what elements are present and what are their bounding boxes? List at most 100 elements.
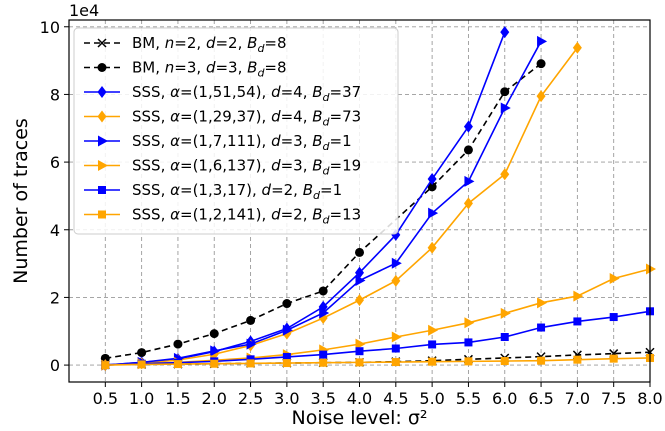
x-tick-label: 5.0 (419, 389, 444, 408)
legend-label: SSS, α=(1,2,141), d=2, Bd=13 (132, 206, 361, 227)
circle-marker (282, 299, 292, 309)
square-marker (464, 338, 473, 347)
triangle-marker (646, 263, 656, 275)
x-tick-label: 7.5 (601, 389, 626, 408)
square-marker (319, 350, 328, 359)
diamond-marker (463, 120, 473, 133)
triangle-marker (391, 257, 402, 269)
square-marker (173, 360, 182, 369)
square-marker (391, 358, 400, 367)
square-marker (246, 359, 255, 368)
y-tick-label: 2 (50, 288, 60, 307)
legend-box (73, 27, 399, 235)
triangle-marker (500, 102, 511, 114)
square-marker (500, 357, 509, 366)
triangle-marker (537, 297, 548, 309)
series-6 (101, 263, 656, 371)
square-marker (319, 358, 328, 367)
legend-label: BM, n=3, d=3, Bd=8 (132, 59, 287, 80)
square-marker (464, 357, 473, 366)
circle-marker (318, 286, 328, 296)
square-marker (573, 355, 582, 364)
triangle-marker (464, 175, 475, 187)
y-tick-label: 4 (50, 221, 60, 240)
square-marker (573, 317, 582, 326)
square-marker (98, 186, 106, 194)
square-marker (101, 361, 110, 370)
y-tick-label: 8 (50, 85, 60, 104)
triangle-marker (355, 275, 366, 287)
circle-marker (246, 315, 256, 325)
circle-marker (137, 348, 147, 358)
legend-entry: SSS, α=(1,6,137), d=3, Bd=19 (84, 157, 361, 178)
circle-marker (500, 87, 510, 97)
square-marker (137, 360, 146, 369)
square-marker (537, 323, 546, 332)
triangle-marker (98, 160, 108, 171)
legend-entry: SSS, α=(1,51,54), d=4, Bd=37 (84, 83, 361, 104)
circle-marker (173, 339, 183, 349)
diamond-marker (391, 274, 401, 287)
series-line (105, 357, 651, 366)
series-line (105, 47, 579, 366)
diamond-marker (463, 197, 473, 210)
x-tick-label: 5.5 (456, 389, 481, 408)
legend-label: SSS, α=(1,6,137), d=3, Bd=19 (132, 157, 361, 178)
series-line (105, 63, 542, 360)
triangle-marker (428, 207, 439, 219)
legend-entry: SSS, α=(1,29,37), d=4, Bd=73 (84, 108, 361, 129)
x-tick-label: 3.0 (274, 389, 299, 408)
triangle-marker (246, 338, 257, 350)
square-marker (282, 352, 291, 361)
y-axis-multiplier: 1e4 (69, 1, 99, 20)
square-marker (609, 354, 618, 363)
diamond-marker (427, 241, 437, 254)
x-tick-label: 7.0 (565, 389, 590, 408)
legend-entry: BM, n=3, d=3, Bd=8 (84, 59, 287, 80)
x-tick-label: 8.0 (637, 389, 662, 408)
triangle-marker (319, 307, 330, 319)
square-marker (210, 359, 219, 368)
x-tick-label: 4.0 (347, 389, 372, 408)
diamond-marker (427, 173, 437, 186)
diamond-marker (500, 26, 510, 39)
square-marker (282, 359, 291, 368)
y-tick-label: 10 (40, 18, 60, 37)
triangle-marker (210, 345, 221, 357)
circle-marker (209, 329, 219, 339)
circle-marker (536, 59, 546, 69)
square-marker (391, 344, 400, 353)
x-marker (97, 38, 107, 48)
diamond-marker (355, 266, 364, 279)
x-tick-label: 6.5 (528, 389, 553, 408)
y-axis-label: Number of traces (10, 118, 32, 284)
triangle-marker (428, 324, 439, 336)
x-tick-label: 0.5 (93, 389, 118, 408)
diamond-marker (500, 168, 510, 181)
y-tick-label: 6 (50, 153, 60, 172)
series-2 (100, 59, 546, 363)
series-line (105, 268, 651, 366)
x-tick-label: 2.0 (202, 389, 227, 408)
circle-marker (427, 182, 437, 192)
triangle-marker (391, 331, 402, 343)
legend-entry: SSS, α=(1,2,141), d=2, Bd=13 (84, 206, 361, 227)
square-marker (428, 340, 437, 349)
diamond-marker (572, 41, 582, 54)
triangle-marker (609, 272, 620, 284)
legend: BM, n=2, d=2, Bd=8 BM, n=3, d=3, Bd=8 SSS,… (73, 27, 399, 235)
series-8 (101, 353, 654, 370)
diamond-marker (355, 294, 364, 307)
square-marker (500, 333, 509, 342)
diamond-marker (536, 90, 546, 103)
x-tick-label: 1.0 (129, 389, 154, 408)
square-marker (609, 313, 618, 322)
x-tick-label: 2.5 (238, 389, 263, 408)
legend-entry: SSS, α=(1,3,17), d=2, Bd=1 (84, 181, 342, 202)
triangle-marker (98, 135, 108, 147)
triangle-marker (464, 317, 475, 329)
diamond-marker (97, 86, 107, 98)
triangle-marker (573, 290, 584, 302)
legend-label: SSS, α=(1,29,37), d=4, Bd=73 (132, 108, 361, 129)
